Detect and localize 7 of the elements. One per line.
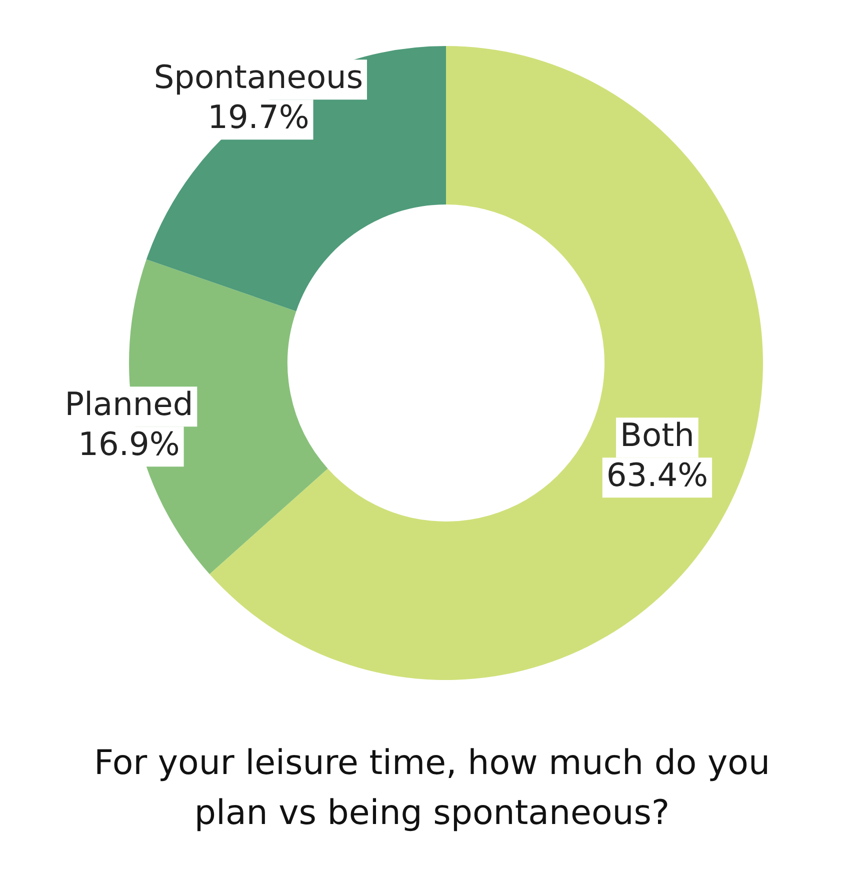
slice-label: Planned (64, 384, 194, 423)
text: For your leisure time, how much do you plan vs being spontaneous? (93, 742, 771, 835)
data-label: 16.9% (78, 424, 180, 463)
slice-label: Both (620, 416, 694, 454)
slice-label: Spontaneous (154, 58, 363, 96)
data-label: 63.4% (606, 456, 708, 494)
data-label: 19.7% (208, 98, 310, 136)
